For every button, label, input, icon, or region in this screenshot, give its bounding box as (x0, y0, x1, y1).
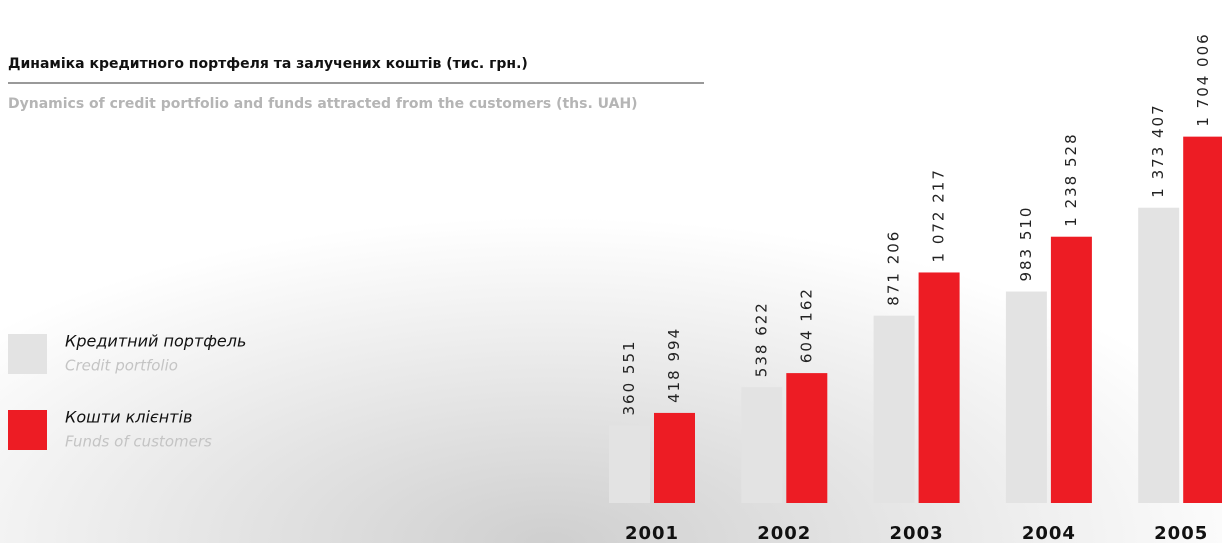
bar (1183, 136, 1222, 503)
value-label: 604 162 (797, 287, 815, 363)
legend-swatch (8, 410, 47, 450)
bar (918, 272, 960, 503)
x-tick-label: 2004 (1022, 523, 1076, 543)
bar (1005, 291, 1047, 503)
bar (873, 315, 915, 503)
value-label: 983 510 (1017, 206, 1035, 282)
value-label: 871 206 (885, 230, 903, 306)
x-tick-label: 2001 (625, 523, 679, 543)
legend-swatch (8, 334, 47, 374)
legend-label: Кошти клієнтів (65, 408, 192, 427)
legend-label-en: Funds of customers (65, 433, 212, 451)
bar (786, 373, 828, 503)
x-tick-label: 2002 (757, 523, 811, 543)
value-label: 1 238 528 (1062, 132, 1080, 226)
value-label: 360 551 (620, 339, 638, 415)
bar (741, 387, 783, 503)
legend-label: Кредитний портфель (65, 332, 246, 351)
chart-title: Динаміка кредитного портфеля та залучени… (8, 56, 528, 72)
value-label: 538 622 (752, 301, 770, 377)
x-tick-label: 2005 (1154, 523, 1208, 543)
value-label: 1 072 217 (930, 168, 948, 262)
value-label: 1 704 006 (1194, 32, 1212, 126)
bar (654, 412, 695, 503)
value-label: 1 373 407 (1149, 103, 1167, 197)
x-tick-label: 2003 (890, 523, 944, 543)
bar (1138, 207, 1180, 503)
value-label: 418 994 (665, 327, 683, 403)
legend-label-en: Credit portfolio (65, 357, 178, 375)
chart-subtitle: Dynamics of credit portfolio and funds a… (8, 96, 638, 112)
bar (1050, 236, 1092, 503)
bar (609, 425, 650, 503)
